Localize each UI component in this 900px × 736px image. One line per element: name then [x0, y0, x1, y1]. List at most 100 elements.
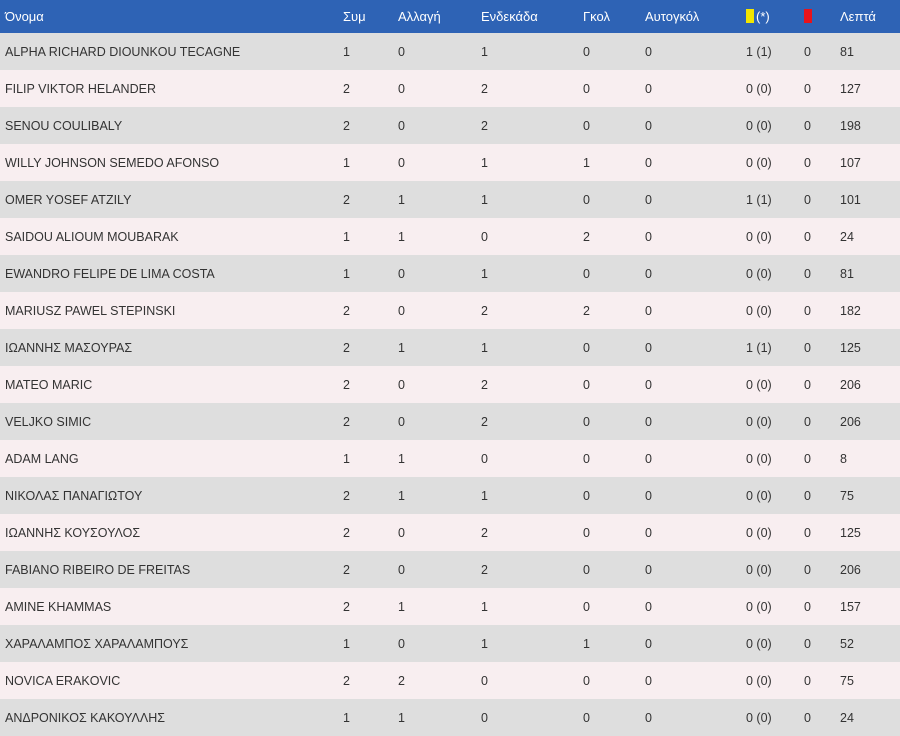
player-name[interactable]: ΙΩΑΝΝΗΣ ΜΑΣΟΥΡΑΣ	[5, 340, 133, 355]
appearances-cell: 1	[343, 451, 350, 466]
subs-cell: 0	[398, 377, 405, 392]
yellow-cards-cell: 0 (0)	[746, 377, 772, 392]
own-goals-cell: 0	[645, 414, 652, 429]
goals-cell: 0	[583, 118, 590, 133]
lineups-cell: 2	[481, 303, 488, 318]
player-name[interactable]: MARIUSZ PAWEL STEPINSKI	[5, 303, 176, 318]
own-goals-cell: 0	[645, 673, 652, 688]
minutes-cell: 75	[840, 488, 854, 503]
yellow-cards-cell: 0 (0)	[746, 710, 772, 725]
appearances-cell: 1	[343, 155, 350, 170]
yellow-cards-cell: 0 (0)	[746, 81, 772, 96]
header-goals[interactable]: Γκολ	[583, 9, 610, 24]
red-cards-cell: 0	[804, 377, 811, 392]
lineups-cell: 1	[481, 340, 488, 355]
minutes-cell: 198	[840, 118, 861, 133]
minutes-cell: 107	[840, 155, 861, 170]
own-goals-cell: 0	[645, 488, 652, 503]
subs-cell: 1	[398, 192, 405, 207]
player-name[interactable]: EWANDRO FELIPE DE LIMA COSTA	[5, 266, 215, 281]
own-goals-cell: 0	[645, 599, 652, 614]
red-cards-cell: 0	[804, 155, 811, 170]
red-cards-cell: 0	[804, 599, 811, 614]
header-subs[interactable]: Αλλαγή	[398, 9, 441, 24]
header-appearances[interactable]: Συμ	[343, 9, 366, 24]
goals-cell: 0	[583, 451, 590, 466]
subs-cell: 1	[398, 229, 405, 244]
own-goals-cell: 0	[645, 710, 652, 725]
own-goals-cell: 0	[645, 562, 652, 577]
player-name[interactable]: VELJKO SIMIC	[5, 414, 92, 429]
appearances-cell: 2	[343, 562, 350, 577]
player-name[interactable]: FILIP VIKTOR HELANDER	[5, 81, 156, 96]
goals-cell: 0	[583, 340, 590, 355]
own-goals-cell: 0	[645, 266, 652, 281]
lineups-cell: 1	[481, 192, 488, 207]
yellow-cards-cell: 0 (0)	[746, 488, 772, 503]
red-cards-cell: 0	[804, 44, 811, 59]
red-cards-cell: 0	[804, 303, 811, 318]
header-lineups[interactable]: Ενδεκάδα	[481, 9, 538, 24]
table-row: ALPHA RICHARD DIOUNKOU TECAGNE 1 0 1 0 0 1 (1)…	[0, 33, 900, 70]
player-name[interactable]: ΑΝΔΡΟΝΙΚΟΣ ΚΑΚΟΥΛΛΗΣ	[5, 710, 165, 725]
red-cards-cell: 0	[804, 340, 811, 355]
subs-cell: 1	[398, 451, 405, 466]
red-cards-cell: 0	[804, 673, 811, 688]
player-name[interactable]: AMINE KHAMMAS	[5, 599, 112, 614]
player-name[interactable]: ADAM LANG	[5, 451, 79, 466]
yellow-cards-cell: 1 (1)	[746, 44, 772, 59]
subs-cell: 0	[398, 303, 405, 318]
goals-cell: 0	[583, 414, 590, 429]
player-name[interactable]: ΧΑΡΑΛΑΜΠΟΣ ΧΑΡΑΛΑΜΠΟΥΣ	[5, 636, 189, 651]
red-cards-cell: 0	[804, 636, 811, 651]
player-name[interactable]: ALPHA RICHARD DIOUNKOU TECAGNE	[5, 44, 241, 59]
player-name[interactable]: SENOU COULIBALY	[5, 118, 123, 133]
subs-cell: 0	[398, 414, 405, 429]
table-row: SAIDOU ALIOUM MOUBARAK 1 1 0 2 0 0 (0) 0 24	[0, 218, 900, 255]
appearances-cell: 2	[343, 673, 350, 688]
red-cards-cell: 0	[804, 488, 811, 503]
yellow-cards-cell: 0 (0)	[746, 414, 772, 429]
yellow-cards-cell: 0 (0)	[746, 229, 772, 244]
player-name[interactable]: OMER YOSEF ATZILY	[5, 192, 132, 207]
player-name[interactable]: MATEO MARIC	[5, 377, 93, 392]
table-body: ALPHA RICHARD DIOUNKOU TECAGNE 1 0 1 0 0 1 (1)…	[0, 33, 900, 736]
own-goals-cell: 0	[645, 636, 652, 651]
header-red-cards[interactable]	[804, 0, 840, 33]
header-name[interactable]: Όνομα	[5, 9, 44, 24]
table-row: WILLY JOHNSON SEMEDO AFONSO 1 0 1 1 0 0 (0) 0 10…	[0, 144, 900, 181]
player-name[interactable]: WILLY JOHNSON SEMEDO AFONSO	[5, 155, 220, 170]
subs-cell: 0	[398, 44, 405, 59]
table-row: OMER YOSEF ATZILY 2 1 1 0 0 1 (1) 0 101	[0, 181, 900, 218]
own-goals-cell: 0	[645, 377, 652, 392]
minutes-cell: 206	[840, 377, 861, 392]
player-name[interactable]: ΝΙΚΟΛΑΣ ΠΑΝΑΓΙΩΤΟΥ	[5, 488, 143, 503]
yellow-cards-cell: 0 (0)	[746, 118, 772, 133]
header-own-goals[interactable]: Αυτογκόλ	[645, 9, 700, 24]
lineups-cell: 2	[481, 562, 488, 577]
player-name[interactable]: NOVICA ERAKOVIC	[5, 673, 121, 688]
red-cards-cell: 0	[804, 192, 811, 207]
subs-cell: 1	[398, 488, 405, 503]
own-goals-cell: 0	[645, 340, 652, 355]
own-goals-cell: 0	[645, 451, 652, 466]
header-yellow-cards[interactable]: (*)	[746, 0, 804, 33]
goals-cell: 0	[583, 710, 590, 725]
minutes-cell: 206	[840, 562, 861, 577]
player-name[interactable]: FABIANO RIBEIRO DE FREITAS	[5, 562, 191, 577]
player-name[interactable]: SAIDOU ALIOUM MOUBARAK	[5, 229, 179, 244]
minutes-cell: 125	[840, 525, 861, 540]
minutes-cell: 24	[840, 710, 854, 725]
goals-cell: 0	[583, 599, 590, 614]
own-goals-cell: 0	[645, 118, 652, 133]
table-row: SENOU COULIBALY 2 0 2 0 0 0 (0) 0 198	[0, 107, 900, 144]
lineups-cell: 1	[481, 155, 488, 170]
table-row: ΑΝΔΡΟΝΙΚΟΣ ΚΑΚΟΥΛΛΗΣ 1 1 0 0 0 0 (0) 0 24	[0, 699, 900, 736]
lineups-cell: 1	[481, 636, 488, 651]
yellow-cards-cell: 0 (0)	[746, 451, 772, 466]
table-row: NOVICA ERAKOVIC 2 2 0 0 0 0 (0) 0 75	[0, 662, 900, 699]
own-goals-cell: 0	[645, 525, 652, 540]
player-name[interactable]: ΙΩΑΝΝΗΣ ΚΟΥΣΟΥΛΟΣ	[5, 525, 141, 540]
header-minutes[interactable]: Λεπτά	[840, 9, 876, 24]
